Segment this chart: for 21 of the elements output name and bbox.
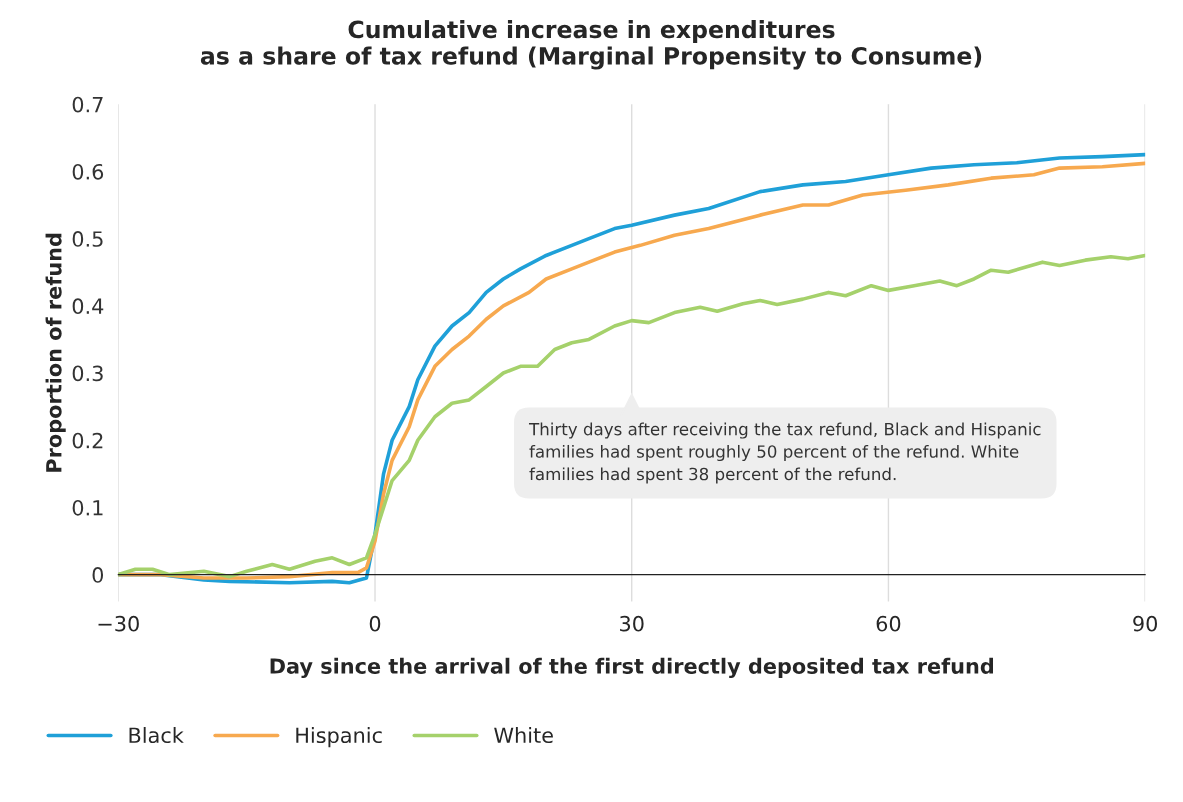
y-tick-label: 0.1 [72, 499, 103, 516]
x-tick-label: −30 [98, 615, 139, 632]
chart-title: Cumulative increase in expenditures as a share of tax refund (Marginal Propensity to Consume) [200, 20, 982, 70]
x-tick-label: 60 [876, 615, 901, 632]
x-tick-label: 90 [1133, 615, 1158, 632]
legend-label: Black [129, 727, 184, 744]
line-series [118, 253, 1146, 579]
y-tick-label: 0.5 [72, 231, 103, 247]
y-tick-label: 0 [92, 567, 104, 583]
y-tick-label: 0.3 [72, 365, 103, 382]
x-tick-label: 30 [620, 615, 644, 632]
x-axis-title: Day since the arrival of the first directly deposited tax refund [270, 657, 993, 679]
y-tick-label: 0.4 [72, 298, 104, 315]
y-tick-label: 0.7 [72, 96, 103, 113]
y-tick-label: 0.6 [72, 163, 104, 180]
legend-label: White [494, 727, 553, 744]
x-tick-label: 0 [369, 615, 381, 632]
annotation: Thirty days after receiving the tax refund, Black and Hispanic families had spent roughly 50 percent of the refund. White families had spent 38 percent of the refund. [528, 422, 1041, 484]
y-tick-label: 0.2 [72, 432, 103, 449]
y-axis-title: Proportion of refund [45, 233, 66, 472]
legend-label: Hispanic [296, 727, 382, 748]
